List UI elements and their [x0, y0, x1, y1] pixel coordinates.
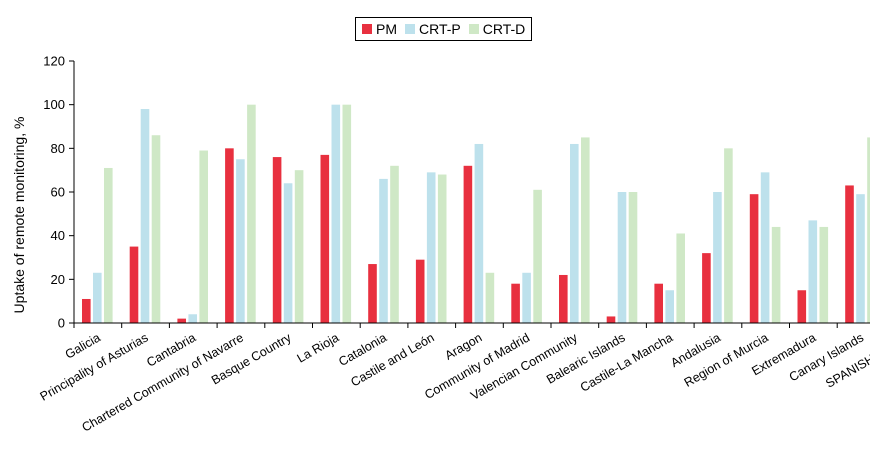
bar-crt-d-1	[151, 135, 161, 323]
bar-pm-2	[177, 318, 186, 323]
bar-pm-5	[320, 154, 330, 323]
legend-swatch-pm	[362, 24, 372, 34]
bar-crt-p-12	[665, 290, 674, 323]
bar-crt-d-8	[485, 272, 495, 323]
bar-crt-p-5	[331, 104, 341, 323]
bar-pm-11	[606, 316, 616, 323]
x-category-label-14: Region of Murcia	[682, 330, 771, 389]
bar-crt-p-7	[426, 172, 436, 323]
bar-crt-d-14	[771, 226, 781, 323]
bar-crt-d-16	[867, 137, 870, 323]
bar-crt-p-1	[140, 109, 150, 323]
bar-crt-d-10	[581, 137, 590, 323]
bar-crt-p-8	[474, 143, 484, 323]
bar-crt-p-9	[522, 272, 531, 323]
bar-crt-p-15	[808, 220, 818, 323]
bar-pm-12	[654, 283, 663, 323]
y-tick-label-100: 100	[43, 97, 65, 112]
bar-crt-d-0	[104, 167, 113, 323]
legend-label-crt-d: CRT-D	[482, 21, 526, 37]
bar-crt-d-6	[390, 165, 399, 323]
bar-crt-d-3	[247, 104, 256, 323]
bar-pm-9	[511, 283, 520, 323]
bar-pm-7	[415, 259, 425, 323]
bar-pm-3	[225, 148, 234, 323]
bar-crt-d-5	[342, 104, 352, 323]
bar-pm-4	[272, 157, 282, 323]
bar-crt-d-13	[724, 148, 733, 323]
bar-crt-p-6	[379, 178, 388, 323]
bar-crt-d-11	[628, 192, 638, 323]
y-tick-label-40: 40	[51, 228, 65, 243]
bar-crt-d-7	[437, 174, 447, 323]
bar-pm-10	[559, 274, 568, 323]
legend-item-crt-p: CRT-P	[405, 21, 461, 37]
bar-crt-d-15	[819, 226, 829, 323]
legend-label-pm: PM	[376, 21, 397, 37]
x-category-label-5: La Rioja	[295, 330, 342, 365]
legend-item-crt-d: CRT-D	[468, 21, 526, 37]
bar-pm-6	[368, 264, 377, 323]
bar-pm-8	[463, 165, 473, 323]
bar-crt-d-9	[533, 189, 542, 323]
legend-item-pm: PM	[362, 21, 397, 37]
bar-crt-p-16	[856, 194, 865, 323]
legend-swatch-crt-p	[405, 24, 415, 34]
bar-crt-p-0	[93, 272, 102, 323]
legend: PM CRT-P CRT-D	[355, 17, 533, 41]
legend-swatch-crt-d	[468, 24, 479, 34]
bar-pm-13	[702, 253, 711, 323]
bar-pm-15	[797, 290, 807, 323]
y-tick-label-80: 80	[51, 141, 65, 156]
x-category-label-7: Castile and León	[348, 330, 436, 389]
bar-crt-p-11	[617, 192, 627, 323]
y-tick-label-60: 60	[51, 185, 65, 200]
bar-pm-0	[82, 298, 91, 323]
bar-crt-p-4	[283, 183, 293, 323]
bar-crt-p-13	[713, 192, 722, 323]
bar-crt-p-10	[570, 143, 579, 323]
bar-crt-p-14	[760, 172, 770, 323]
bar-pm-14	[749, 194, 759, 323]
x-category-label-4: Basque Country	[209, 330, 294, 387]
bar-pm-1	[129, 246, 139, 323]
bar-crt-d-4	[294, 170, 304, 323]
bar-crt-p-2	[188, 314, 197, 323]
y-tick-label-0: 0	[58, 316, 65, 331]
bar-crt-p-3	[236, 159, 245, 323]
legend-label-crt-p: CRT-P	[419, 21, 461, 37]
y-tick-label-120: 120	[43, 54, 65, 69]
bar-pm-16	[845, 185, 854, 323]
bar-crt-d-2	[199, 150, 208, 323]
y-tick-label-20: 20	[51, 272, 65, 287]
bar-crt-d-12	[676, 233, 685, 323]
